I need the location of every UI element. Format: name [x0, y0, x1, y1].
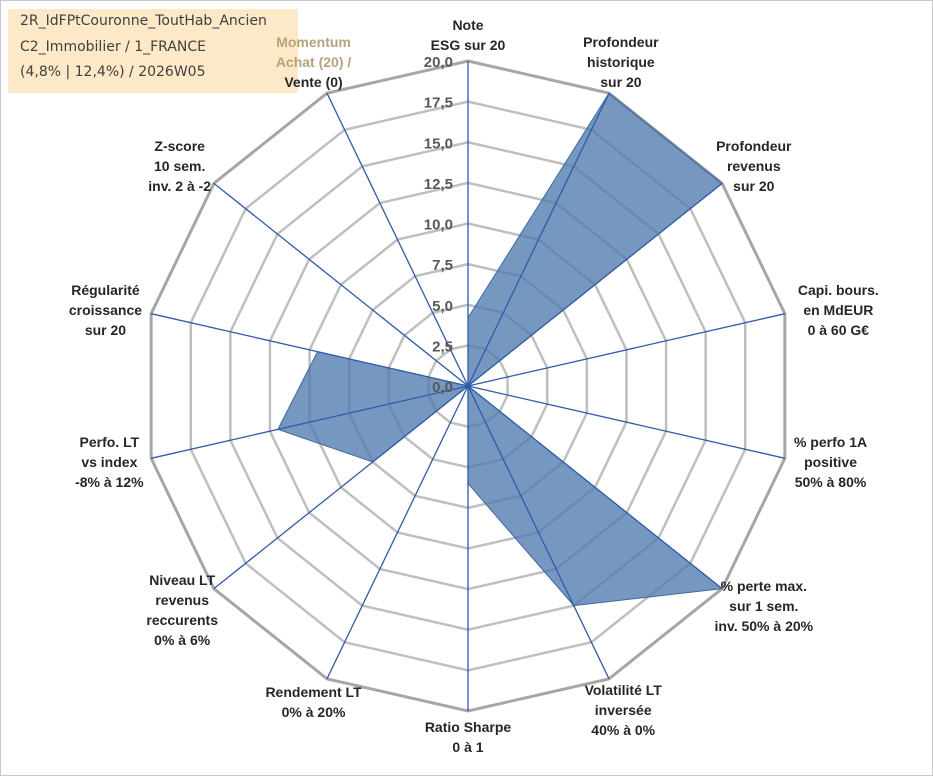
tick-label: 20,0 [424, 54, 453, 71]
axis-label-line: 50% à 80% [794, 474, 867, 490]
axis-label-line: reccurents [146, 611, 218, 628]
axis-label-line: inv. 2 à -2 [148, 178, 212, 194]
info-line-range: (4,8% | 12,4%) / 2026W05 [20, 64, 206, 80]
axis-label-line: sur 20 [733, 178, 775, 194]
info-box: 2R_IdFPtCouronne_ToutHab_Ancien C2_Immob… [8, 9, 298, 93]
axis-label-line: revenus [726, 158, 781, 174]
axis-label-capi-bours: Capi. bours. en MdEUR 0 à 60 G€ [753, 280, 923, 340]
axis-label-line: Capi. bours. [797, 281, 879, 298]
spoke-momentum [326, 92, 469, 387]
axis-label-line: 0 à 60 G€ [807, 321, 870, 338]
axis-label-ratio-sharpe: Ratio Sharpe 0 à 1 [383, 717, 553, 757]
axis-label-line: Rendement LT [265, 684, 362, 701]
axis-label-line: Perfo. LT [79, 434, 140, 450]
axis-label-line: Ratio Sharpe [424, 719, 512, 735]
spoke-niveau-lt-revenus [213, 385, 469, 590]
axis-label-line: Momentum [276, 33, 351, 50]
axis-label-line: % perte max. [720, 577, 807, 594]
tick-label: 7,5 [432, 257, 453, 274]
axis-label-line: croissance [68, 301, 143, 318]
axis-label-perfo-lt-index: Perfo. LT vs index -8% à 12% [24, 432, 194, 492]
axis-label-line: historique [587, 53, 655, 70]
spoke-z-score [213, 182, 469, 387]
info-line-title: 2R_IdFPtCouronne_ToutHab_Ancien [20, 13, 267, 29]
axis-label-line: sur 1 sem. [729, 597, 799, 614]
axis-label-line: ESG sur 20 [430, 37, 506, 53]
spoke-perte-max [467, 385, 723, 590]
spoke-profondeur-historique [467, 92, 610, 387]
tick-label: 17,5 [424, 95, 453, 112]
axis-label-line: sur 20 [600, 73, 642, 90]
axis-label-line: inv. 50% à 20% [714, 617, 814, 634]
axis-label-regularite-croissance: Régularité croissance sur 20 [20, 280, 190, 340]
axis-label-line: Z-score [154, 138, 205, 154]
axis-label-line: 0% à 20% [281, 704, 346, 721]
spoke-perfo-lt-index [151, 385, 469, 459]
axis-label-profondeur-revenus: Profondeur revenus sur 20 [669, 136, 839, 196]
radar-spokes [151, 61, 785, 711]
axis-label-perte-max: % perte max. sur 1 sem. inv. 50% à 20% [679, 576, 849, 636]
axis-label-niveau-lt-revenus: Niveau LT revenus reccurents 0% à 6% [97, 570, 267, 650]
axis-label-z-score: Z-score 10 sem. inv. 2 à -2 [95, 136, 265, 196]
tick-label: 0,0 [432, 379, 453, 396]
axis-label-line: Vente (0) [284, 73, 343, 90]
axis-label-line: 10 sem. [154, 158, 206, 174]
axis-label-line: 0% à 6% [154, 631, 211, 648]
axis-label-line: inversée [594, 702, 652, 719]
axis-label-note-esg: Note ESG sur 20 [383, 15, 553, 55]
spoke-regularite-croissance [151, 313, 469, 387]
axis-label-line: sur 20 [84, 321, 127, 338]
spoke-profondeur-revenus [467, 182, 723, 387]
axis-label-line: Niveau LT [149, 571, 216, 588]
radar-tick-labels: 0,0 2,5 5,0 7,5 10,0 12,5 15,0 17,5 20,0 [424, 54, 453, 396]
radar-series [277, 92, 724, 607]
axis-label-profondeur-historique: Profondeur historique sur 20 [536, 32, 706, 92]
axis-label-line: vs index [81, 454, 138, 470]
spoke-rendement-lt [326, 385, 469, 680]
axis-label-rendement-lt: Rendement LT 0% à 20% [229, 682, 399, 722]
axis-label-line: positive [804, 454, 857, 470]
info-line-sector: C2_Immobilier / 1_FRANCE [20, 39, 206, 55]
tick-label: 15,0 [424, 135, 453, 152]
axis-label-line: % perfo 1A [793, 434, 868, 450]
spoke-volatilite-lt [467, 385, 610, 680]
axis-label-volatilite-lt: Volatilité LT inversée 40% à 0% [538, 680, 708, 740]
tick-label: 10,0 [424, 217, 453, 234]
axis-label-line: Profondeur [716, 138, 792, 154]
axis-label-line: en MdEUR [803, 301, 874, 318]
tick-label: 12,5 [424, 176, 453, 193]
axis-label-line: Achat (20) / [275, 53, 352, 70]
axis-label-perfo-1a: % perfo 1A positive 50% à 80% [746, 432, 916, 492]
tick-label: 2,5 [432, 338, 453, 355]
axis-label-line: -8% à 12% [75, 474, 144, 490]
axis-label-line: 40% à 0% [591, 722, 656, 739]
series-area-0 [277, 92, 724, 607]
axis-label-line: Note [452, 17, 484, 33]
axis-label-momentum: Momentum Achat (20) / Vente (0) [229, 32, 399, 92]
spoke-perfo-1a [467, 385, 785, 459]
axis-label-line: revenus [155, 591, 210, 608]
axis-label-line: Volatilité LT [584, 682, 662, 699]
spoke-capi-bours [467, 313, 785, 387]
axis-label-line: 0 à 1 [452, 739, 484, 755]
axis-label-line: Régularité [71, 281, 140, 298]
tick-label: 5,0 [432, 298, 453, 315]
axis-label-line: Profondeur [583, 33, 659, 50]
